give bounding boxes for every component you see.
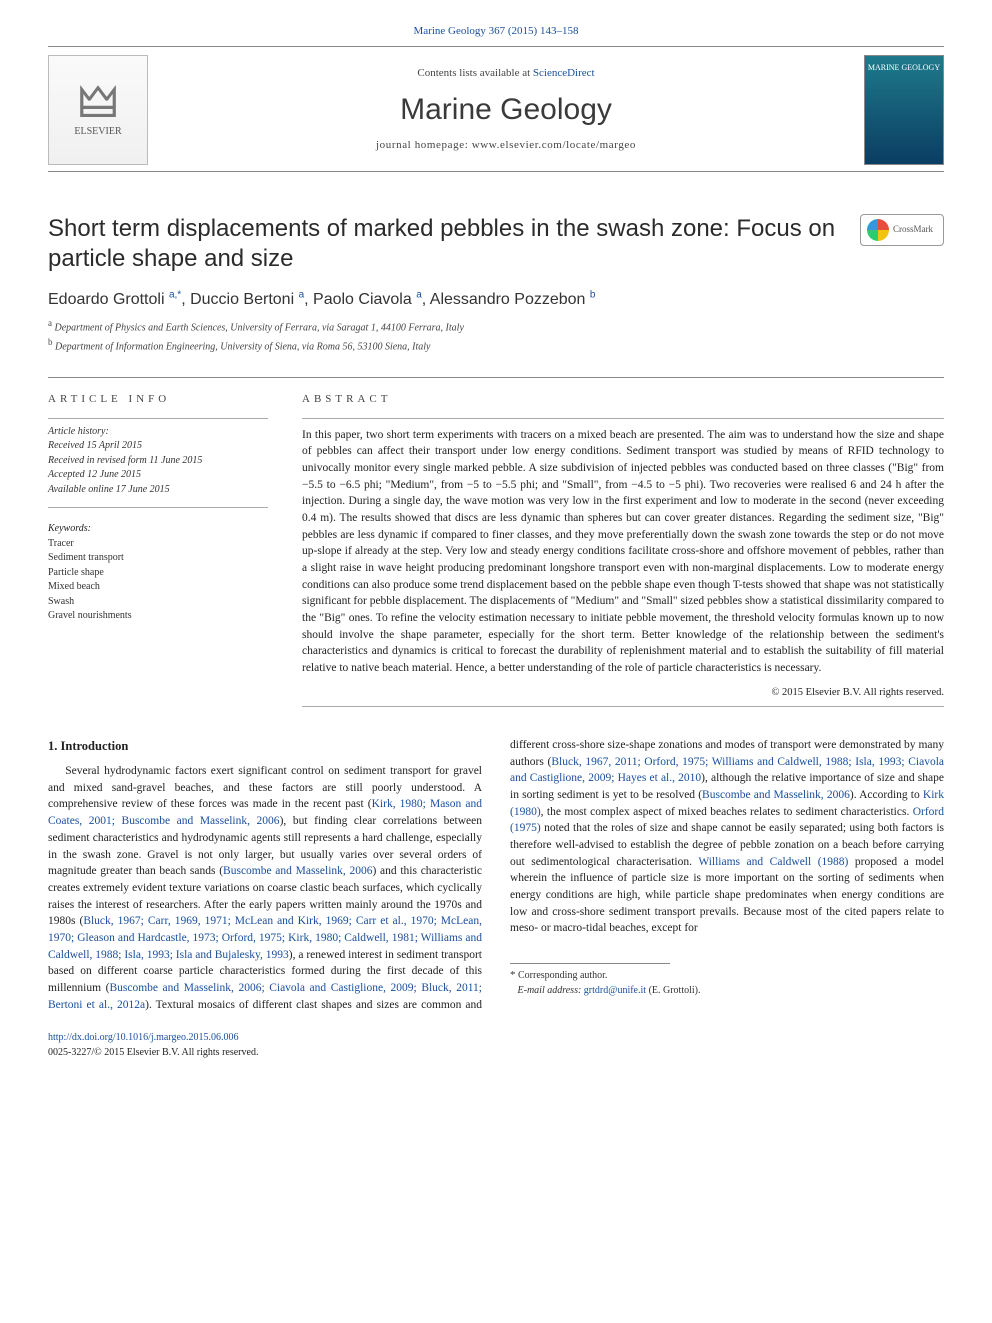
journal-homepage: journal homepage: www.elsevier.com/locat… [376, 138, 636, 154]
journal-cover-thumb: MARINE GEOLOGY [864, 55, 944, 165]
keyword: Gravel nourishments [48, 609, 268, 624]
article-info-label: ARTICLE INFO [48, 392, 268, 408]
info-rule-1 [48, 418, 268, 419]
footer-block: http://dx.doi.org/10.1016/j.margeo.2015.… [48, 1031, 944, 1060]
crossmark-icon [867, 219, 889, 241]
corresponding-label: Corresponding author. [518, 970, 607, 981]
author-list: Edoardo Grottoli a,*, Duccio Bertoni a, … [48, 288, 944, 311]
affil-text-b: Department of Information Engineering, U… [55, 341, 431, 352]
publisher-name: ELSEVIER [74, 125, 121, 140]
affil-tag-a: a [48, 318, 52, 328]
cover-label: MARINE GEOLOGY [868, 62, 940, 74]
affiliation-b: b Department of Information Engineering,… [48, 336, 944, 355]
article-history: Article history: Received 15 April 2015 … [48, 425, 268, 498]
abstract-label: ABSTRACT [302, 392, 944, 408]
keyword: Swash [48, 595, 268, 610]
citation-link[interactable]: Williams and Caldwell (1988) [698, 856, 848, 868]
abstract-rule [302, 418, 944, 419]
contents-prefix: Contents lists available at [417, 67, 532, 79]
abstract-text: In this paper, two short term experiment… [302, 427, 944, 677]
history-online: Available online 17 June 2015 [48, 483, 268, 498]
doi-link[interactable]: http://dx.doi.org/10.1016/j.margeo.2015.… [48, 1032, 238, 1043]
citation-line: Marine Geology 367 (2015) 143–158 [48, 24, 944, 40]
elsevier-tree-icon: 🜲 [78, 81, 118, 125]
article-title: Short term displacements of marked pebbl… [48, 214, 844, 274]
keyword: Mixed beach [48, 580, 268, 595]
footnote-rule [510, 963, 670, 964]
author-email-link[interactable]: grtdrd@unife.it [584, 985, 646, 996]
article-info-column: ARTICLE INFO Article history: Received 1… [48, 392, 268, 715]
abstract-rule-bottom [302, 706, 944, 707]
keywords-list: Tracer Sediment transport Particle shape… [48, 537, 268, 624]
affil-text-a: Department of Physics and Earth Sciences… [55, 322, 464, 333]
email-label: E-mail address: [518, 985, 582, 996]
history-received: Received 15 April 2015 [48, 439, 268, 454]
issn-copyright: 0025-3227/© 2015 Elsevier B.V. All right… [48, 1046, 944, 1061]
keyword: Particle shape [48, 566, 268, 581]
corresponding-author-footnote: * Corresponding author. E-mail address: … [510, 968, 944, 998]
keyword: Tracer [48, 537, 268, 552]
contents-line: Contents lists available at ScienceDirec… [417, 66, 594, 82]
keyword: Sediment transport [48, 551, 268, 566]
abstract-column: ABSTRACT In this paper, two short term e… [302, 392, 944, 715]
affil-tag-b: b [48, 337, 53, 347]
journal-title: Marine Geology [400, 88, 612, 132]
affiliation-a: a Department of Physics and Earth Scienc… [48, 317, 944, 336]
abstract-copyright: © 2015 Elsevier B.V. All rights reserved… [302, 685, 944, 700]
crossmark-badge[interactable]: CrossMark [860, 214, 944, 246]
email-attribution: (E. Grottoli). [649, 985, 701, 996]
asterisk-icon: * [510, 969, 516, 981]
citation-link[interactable]: Marine Geology 367 (2015) 143–158 [414, 25, 579, 37]
section-heading-intro: 1. Introduction [48, 737, 482, 755]
citation-link[interactable]: Buscombe and Masselink, 2006 [702, 789, 850, 801]
history-revised: Received in revised form 11 June 2015 [48, 454, 268, 469]
keywords-label: Keywords: [48, 522, 268, 537]
citation-link[interactable]: Buscombe and Masselink, 2006 [223, 865, 372, 877]
info-rule-2 [48, 507, 268, 508]
body-text-span: ). According to [850, 789, 923, 801]
sciencedirect-link[interactable]: ScienceDirect [533, 67, 595, 79]
crossmark-label: CrossMark [893, 223, 933, 236]
body-text: 1. Introduction Several hydrodynamic fac… [48, 737, 944, 1013]
affiliations: a Department of Physics and Earth Scienc… [48, 317, 944, 355]
history-accepted: Accepted 12 June 2015 [48, 468, 268, 483]
elsevier-logo: 🜲 ELSEVIER [48, 55, 148, 165]
masthead-center: Contents lists available at ScienceDirec… [164, 55, 848, 165]
masthead: 🜲 ELSEVIER Contents lists available at S… [48, 47, 944, 172]
history-label: Article history: [48, 425, 268, 440]
body-text-span: , the most complex aspect of mixed beach… [541, 806, 913, 818]
